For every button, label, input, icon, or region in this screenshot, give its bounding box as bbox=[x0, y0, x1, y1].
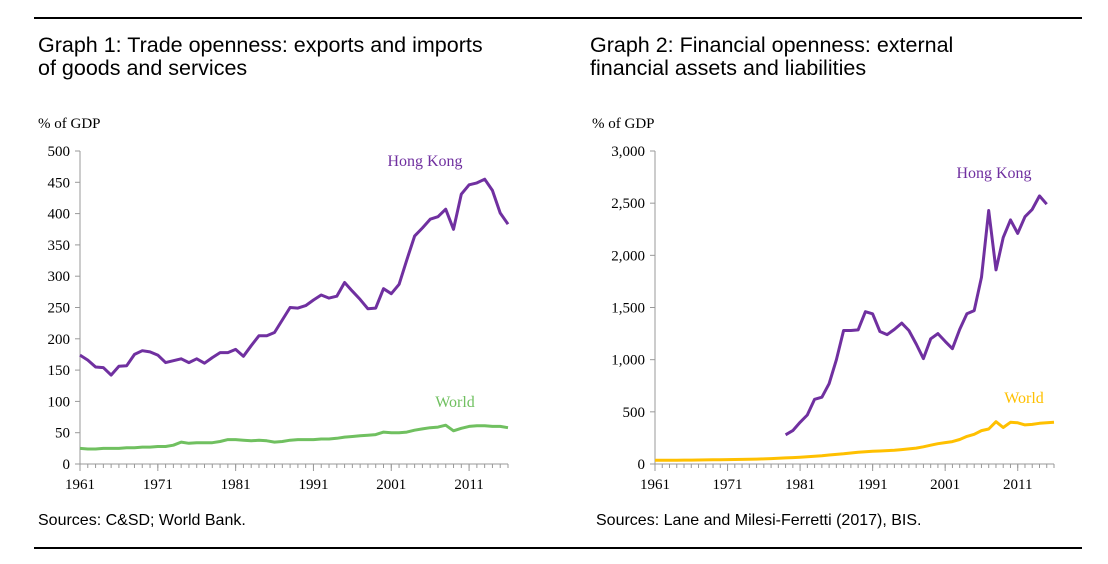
y-tick-label: 100 bbox=[48, 394, 71, 410]
x-tick-label: 2011 bbox=[454, 477, 483, 493]
graph-1-source: Sources: C&SD; World Bank. bbox=[38, 512, 246, 529]
x-tick-label: 1961 bbox=[640, 477, 670, 493]
y-tick-label: 250 bbox=[48, 301, 71, 317]
x-tick-label: 2001 bbox=[930, 477, 960, 493]
y-tick-label: 150 bbox=[48, 363, 71, 379]
graph-2-title: Graph 2: Financial openness: external fi… bbox=[590, 33, 954, 80]
y-tick-label: 400 bbox=[48, 207, 71, 223]
x-tick-label: 1971 bbox=[713, 477, 743, 493]
x-tick-label: 1981 bbox=[221, 477, 251, 493]
hong-kong-series-label: Hong Kong bbox=[956, 165, 1031, 182]
y-tick-label: 300 bbox=[48, 269, 71, 285]
y-tick-label: 0 bbox=[638, 457, 646, 473]
x-tick-label: 1971 bbox=[143, 477, 173, 493]
world-series-line bbox=[655, 420, 1055, 462]
world-series-line bbox=[79, 423, 509, 451]
graph-2-source: Sources: Lane and Milesi-Ferretti (2017)… bbox=[596, 512, 922, 529]
hong-kong-series-line bbox=[784, 194, 1048, 437]
x-tick-label: 1961 bbox=[65, 477, 95, 493]
bottom-rule bbox=[34, 547, 1082, 549]
y-tick-label: 1,500 bbox=[611, 301, 645, 317]
y-tick-label: 350 bbox=[48, 238, 71, 254]
graph-2-chart: 0 500 1,000 1,500 2,000 2,500 3,000 1961 1971 198… bbox=[611, 144, 1055, 493]
y-tick-label: 450 bbox=[48, 175, 71, 191]
y-tick-label: 2,500 bbox=[611, 196, 645, 212]
graph-2-panel: Graph 2: Financial openness: external fi… bbox=[554, 0, 1108, 564]
top-rule bbox=[34, 17, 1082, 19]
graph-1-title: Graph 1: Trade openness: exports and imp… bbox=[38, 33, 483, 80]
y-tick-label: 200 bbox=[48, 332, 71, 348]
x-tick-label: 1991 bbox=[858, 477, 888, 493]
y-tick-label: 1,000 bbox=[611, 353, 645, 369]
x-tick-label: 2011 bbox=[1003, 477, 1032, 493]
y-tick-label: 500 bbox=[48, 144, 71, 160]
x-tick-label: 1981 bbox=[785, 477, 815, 493]
hong-kong-series-line bbox=[79, 177, 510, 377]
graph-1-panel: Graph 1: Trade openness: exports and imp… bbox=[38, 33, 510, 529]
y-tick-label: 2,000 bbox=[611, 248, 645, 264]
graph-2-y-unit: % of GDP bbox=[592, 116, 655, 132]
world-series-label: World bbox=[1004, 390, 1044, 407]
world-series-label: World bbox=[435, 394, 475, 411]
y-tick-label: 3,000 bbox=[611, 144, 645, 160]
graph-1-y-unit: % of GDP bbox=[38, 116, 101, 132]
graph-1-chart: 0 50 100 150 200 250 300 350 400 450 500 1961 1971 19… bbox=[48, 144, 510, 493]
y-tick-label: 50 bbox=[55, 426, 70, 442]
x-tick-label: 1991 bbox=[298, 477, 328, 493]
x-tick-label: 2001 bbox=[376, 477, 406, 493]
hong-kong-series-label: Hong Kong bbox=[387, 153, 462, 170]
y-tick-label: 0 bbox=[63, 457, 71, 473]
y-tick-label: 500 bbox=[623, 405, 646, 421]
